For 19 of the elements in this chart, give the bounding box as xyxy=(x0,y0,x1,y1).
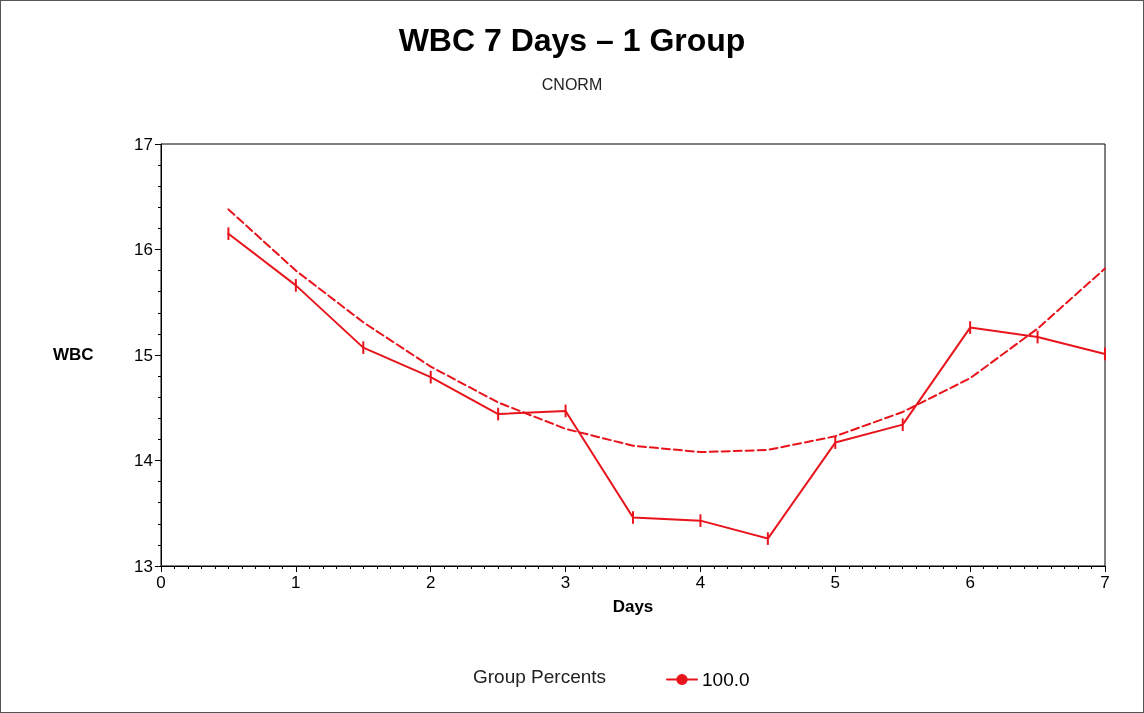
x-tick-label: 7 xyxy=(1100,573,1110,592)
y-tick-label: 14 xyxy=(134,451,153,470)
x-tick-label: 4 xyxy=(695,573,706,592)
legend-label: 100.0 xyxy=(702,669,750,690)
chart-title: WBC 7 Days – 1 Group xyxy=(398,22,746,58)
y-tick-label: 13 xyxy=(134,556,153,576)
x-tick-label: 1 xyxy=(291,573,301,592)
x-tick-label: 6 xyxy=(965,573,975,592)
x-tick-label: 2 xyxy=(425,573,436,592)
legend-title: Group Percents xyxy=(473,666,607,687)
x-tick-label: 3 xyxy=(560,573,571,592)
y-tick-label: 16 xyxy=(134,240,153,259)
y-tick-label: 15 xyxy=(134,345,153,365)
chart-subtitle: CNORM xyxy=(541,75,603,93)
x-tick-label: 5 xyxy=(830,573,841,592)
y-axis-title: WBC xyxy=(53,345,94,364)
x-axis-title: Days xyxy=(612,597,654,616)
x-tick-label: 0 xyxy=(156,573,166,592)
y-tick-label: 17 xyxy=(134,134,153,154)
